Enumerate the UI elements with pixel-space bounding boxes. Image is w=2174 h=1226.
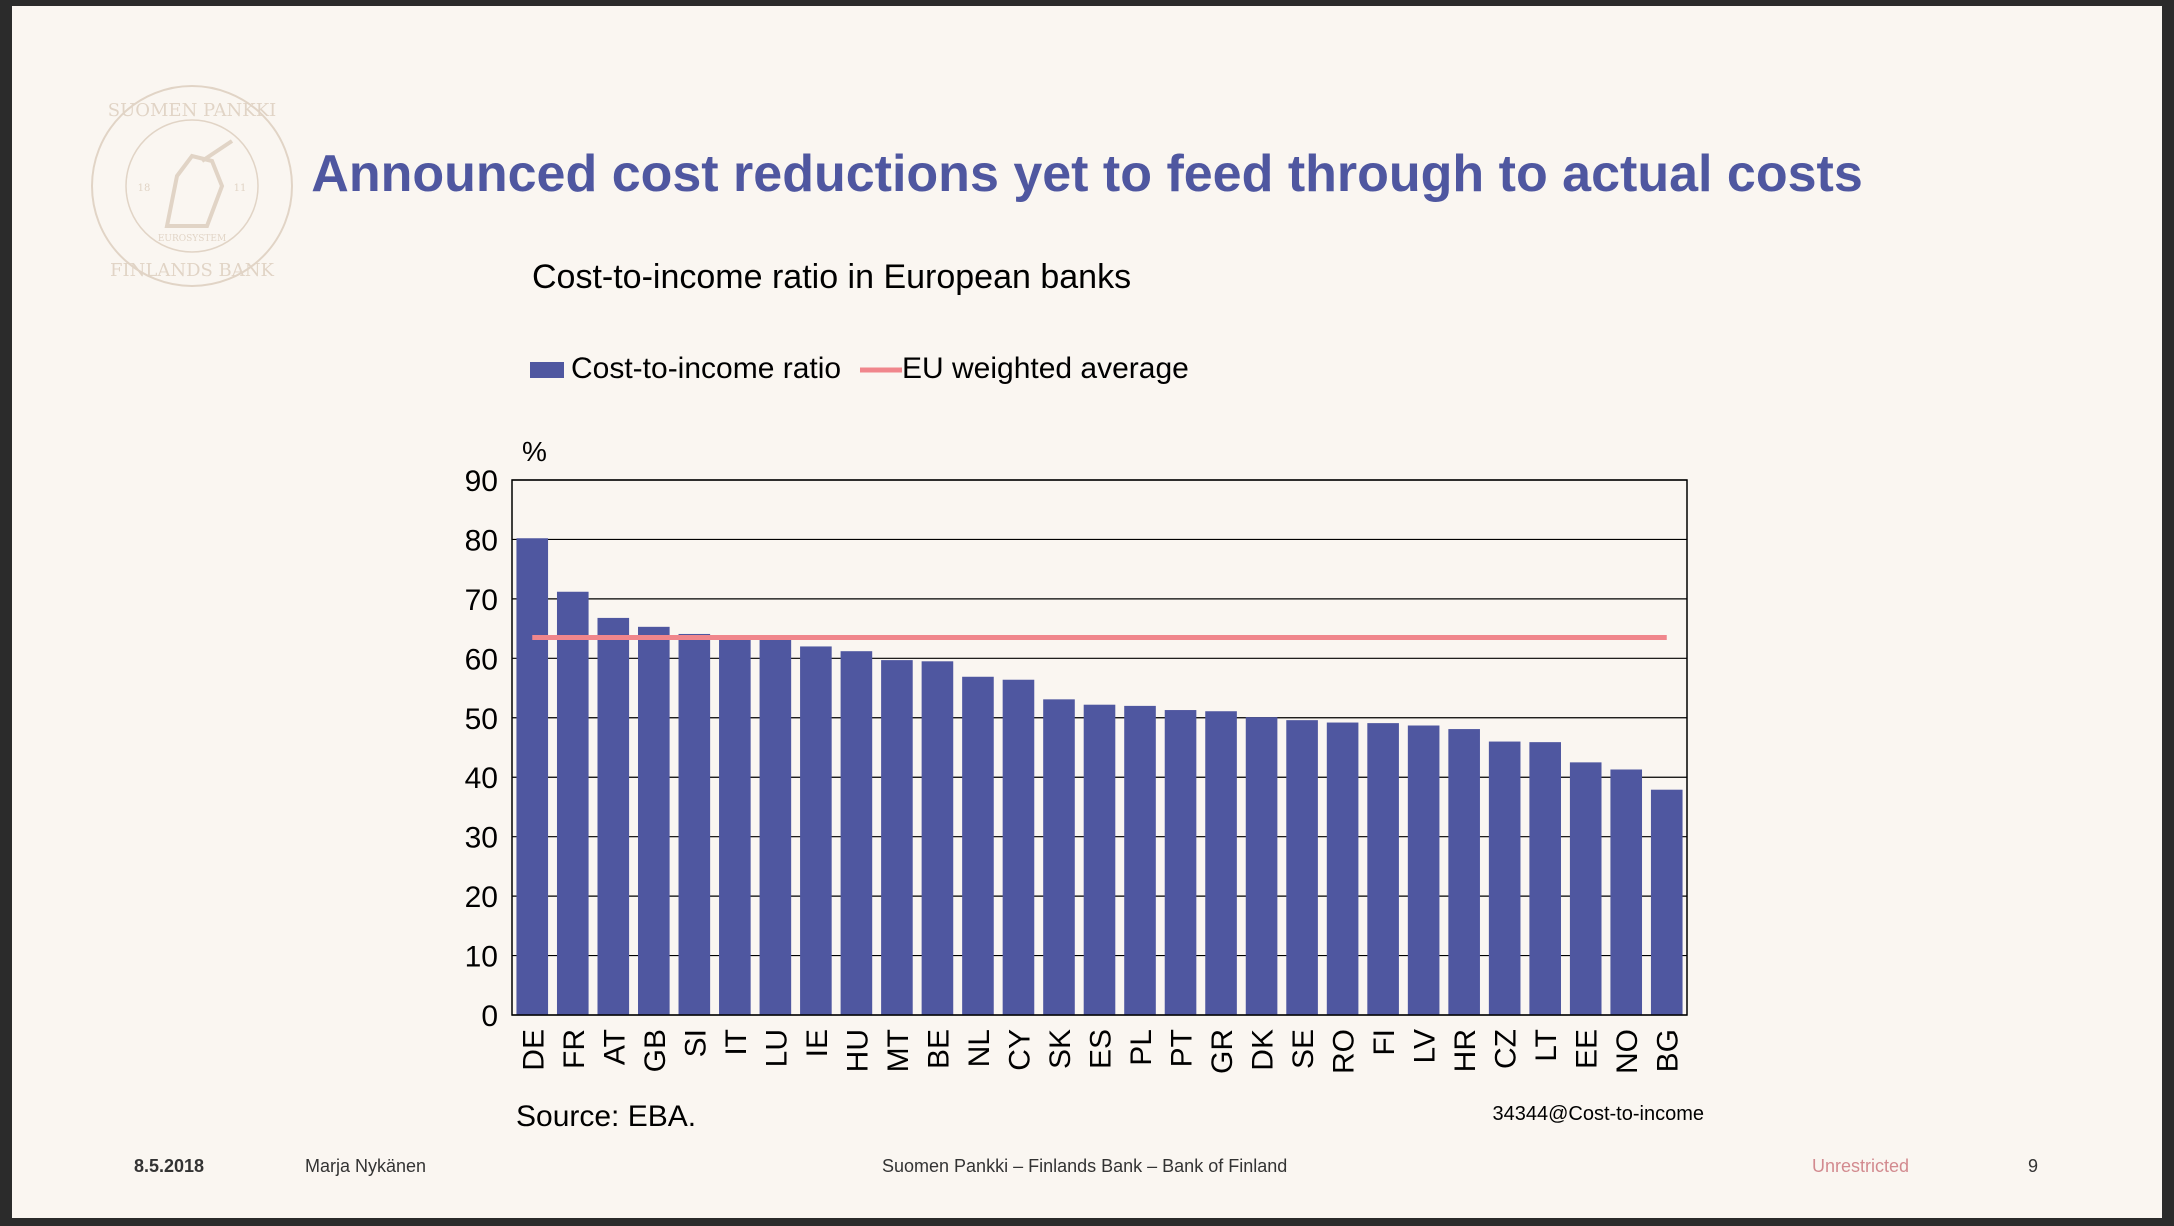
x-tick-label: PL: [1125, 1029, 1158, 1066]
legend-bar-swatch: [530, 362, 564, 378]
y-tick-label: 20: [465, 881, 498, 914]
x-tick-label: LT: [1530, 1029, 1563, 1062]
x-tick-label: FI: [1368, 1029, 1401, 1056]
bar: [1569, 762, 1602, 1015]
footer-author: Marja Nykänen: [305, 1156, 427, 1176]
y-tick-label: 0: [481, 1000, 498, 1033]
bar: [678, 633, 711, 1015]
footer-organization: Suomen Pankki – Finlands Bank – Bank of …: [882, 1156, 1288, 1176]
cost-to-income-chart: Cost-to-income ratio in European banks C…: [465, 258, 1704, 1133]
x-tick-label: EE: [1571, 1029, 1604, 1069]
bar: [597, 617, 630, 1015]
svg-text:FINLANDS BANK: FINLANDS BANK: [110, 260, 275, 281]
bar: [1245, 717, 1278, 1015]
y-tick-label: 50: [465, 703, 498, 736]
plot-frame: [511, 479, 1688, 1016]
x-tick-label: CY: [1003, 1029, 1036, 1071]
slide: SUOMEN PANKKI FINLANDS BANK EUROSYSTEM 1…: [12, 6, 2162, 1218]
x-tick-label: SI: [679, 1029, 712, 1057]
x-tick-label: HR: [1449, 1029, 1482, 1072]
bar: [962, 676, 994, 1015]
y-tick-label: 90: [465, 465, 498, 498]
svg-text:11: 11: [234, 183, 247, 194]
bar: [1124, 705, 1156, 1015]
bar: [1367, 723, 1399, 1015]
x-tick-label: DK: [1247, 1029, 1280, 1071]
svg-text:SUOMEN PANKKI: SUOMEN PANKKI: [108, 100, 277, 121]
x-tick-label: HU: [841, 1029, 874, 1072]
bar: [1448, 729, 1480, 1015]
bar: [1083, 704, 1116, 1015]
x-tick-label: CZ: [1490, 1029, 1523, 1069]
svg-text:18: 18: [138, 183, 151, 194]
y-axis-unit: %: [522, 436, 547, 467]
x-tick-label: PT: [1166, 1029, 1199, 1067]
bar: [556, 591, 589, 1015]
y-tick-label: 40: [465, 762, 498, 795]
x-tick-label: FR: [558, 1029, 591, 1069]
y-tick-label: 70: [465, 584, 498, 617]
bar: [1286, 720, 1318, 1015]
bar: [1529, 742, 1561, 1015]
x-tick-label: DE: [517, 1029, 550, 1071]
chart-title: Cost-to-income ratio in European banks: [532, 258, 1131, 296]
bar: [1205, 711, 1237, 1015]
x-tick-label: MT: [882, 1029, 915, 1072]
bar: [1650, 789, 1683, 1015]
slide-title: Announced cost reductions yet to feed th…: [311, 145, 1863, 203]
bar: [881, 660, 913, 1015]
footer-page-number: 9: [2028, 1156, 2039, 1176]
bar: [719, 636, 751, 1015]
footer-classification: Unrestricted: [1812, 1156, 1910, 1176]
bar: [840, 651, 873, 1015]
x-tick-labels: DE FR AT GB SI IT LU IE HU MT BE NL CY SK ES PL PT GR DK SE…: [517, 1029, 1684, 1074]
x-tick-label: GR: [1206, 1029, 1239, 1074]
bar: [1164, 710, 1197, 1015]
bar: [759, 638, 792, 1015]
bar: [921, 661, 954, 1015]
x-tick-label: BG: [1652, 1029, 1685, 1072]
footer-date: 8.5.2018: [134, 1156, 205, 1176]
bar: [1002, 679, 1035, 1015]
x-tick-label: GB: [639, 1029, 672, 1072]
chart-code: 34344@Cost-to-income: [1492, 1103, 1704, 1125]
bar: [1043, 699, 1075, 1015]
bar: [800, 646, 832, 1015]
legend-line-label: EU weighted average: [902, 352, 1189, 385]
bar: [1407, 725, 1440, 1015]
x-tick-label: LU: [760, 1029, 793, 1067]
x-tick-label: ES: [1085, 1029, 1118, 1069]
y-tick-label: 10: [465, 941, 498, 974]
bar: [1610, 769, 1643, 1015]
y-tick-label: 60: [465, 643, 498, 676]
bank-of-finland-logo: SUOMEN PANKKI FINLANDS BANK EUROSYSTEM 1…: [91, 85, 293, 287]
y-tick-labels: 0 10 20 30 40 50 60 70 80 90: [465, 465, 498, 1033]
source-note: Source: EBA.: [516, 1100, 696, 1133]
x-tick-label: LV: [1409, 1029, 1442, 1063]
x-tick-label: NL: [963, 1029, 996, 1067]
x-tick-label: NO: [1611, 1029, 1644, 1074]
x-tick-label: IE: [801, 1029, 834, 1057]
bar: [1488, 741, 1521, 1015]
y-tick-label: 80: [465, 524, 498, 557]
x-tick-label: AT: [598, 1029, 631, 1065]
y-tick-label: 30: [465, 822, 498, 855]
x-tick-label: SK: [1044, 1029, 1077, 1069]
x-tick-label: RO: [1328, 1029, 1361, 1074]
svg-text:EUROSYSTEM: EUROSYSTEM: [158, 234, 226, 244]
x-tick-label: IT: [720, 1029, 753, 1056]
bar: [638, 626, 670, 1015]
x-tick-label: BE: [922, 1029, 955, 1069]
bar: [1326, 722, 1359, 1015]
bars: [516, 538, 1683, 1015]
bar: [516, 538, 549, 1015]
legend-bar-label: Cost-to-income ratio: [571, 352, 841, 385]
x-tick-label: SE: [1287, 1029, 1320, 1069]
